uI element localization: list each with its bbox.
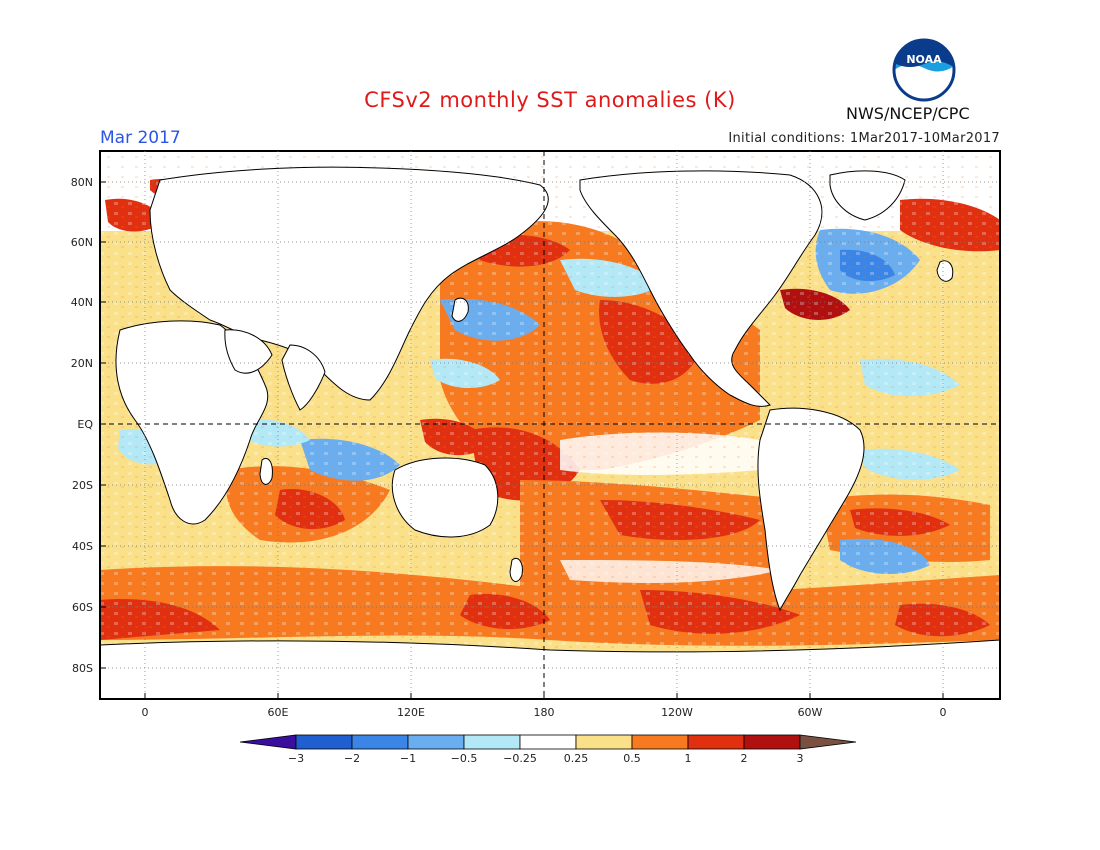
lon-label: 0 (142, 706, 149, 719)
lon-label: 60E (268, 706, 289, 719)
colorbar-low-arrow (239, 734, 297, 750)
colorbar-label: −0.25 (503, 752, 537, 765)
lat-label: 80N (71, 176, 93, 189)
colorbar-label: 3 (797, 752, 804, 765)
lat-label: 40N (71, 296, 93, 309)
colorbar-label: 0.25 (564, 752, 589, 765)
lat-label: 20N (71, 357, 93, 370)
colorbar-swatch (575, 734, 633, 750)
lat-label: EQ (77, 418, 93, 431)
svg-text:NOAA: NOAA (906, 53, 942, 66)
noaa-logo-icon: NOAA (892, 38, 956, 102)
colorbar-label: −0.5 (451, 752, 478, 765)
agency-label: NWS/NCEP/CPC (846, 104, 970, 123)
colorbar-swatch (631, 734, 689, 750)
colorbar-label: 2 (741, 752, 748, 765)
colorbar: −3 −2 −1 −0.5 −0.25 0.25 0.5 1 2 3 (239, 734, 857, 765)
colorbar-label: 0.5 (623, 752, 641, 765)
lon-label: 0 (940, 706, 947, 719)
colorbar-swatch (351, 734, 409, 750)
colorbar-label: −3 (288, 752, 304, 765)
lon-label: 120W (661, 706, 693, 719)
colorbar-swatch (407, 734, 465, 750)
colorbar-high-arrow (799, 734, 857, 750)
lon-label: 120E (397, 706, 425, 719)
colorbar-swatch (519, 734, 577, 750)
initial-conditions-label: Initial conditions: 1Mar2017-10Mar2017 (728, 131, 1000, 146)
lat-label: 80S (72, 662, 93, 675)
lat-label: 60S (72, 601, 93, 614)
lon-label: 60W (798, 706, 823, 719)
lat-label: 20S (72, 479, 93, 492)
colorbar-swatch (463, 734, 521, 750)
colorbar-swatch (687, 734, 745, 750)
colorbar-label: −1 (400, 752, 416, 765)
month-label: Mar 2017 (100, 128, 181, 148)
colorbar-label: 1 (685, 752, 692, 765)
lon-label: 180 (534, 706, 555, 719)
colorbar-swatch (743, 734, 801, 750)
lat-label: 40S (72, 540, 93, 553)
colorbar-swatch (295, 734, 353, 750)
colorbar-label: −2 (344, 752, 360, 765)
map-frame (99, 150, 1001, 700)
map-title: CFSv2 monthly SST anomalies (K) (364, 88, 736, 112)
lat-label: 60N (71, 236, 93, 249)
